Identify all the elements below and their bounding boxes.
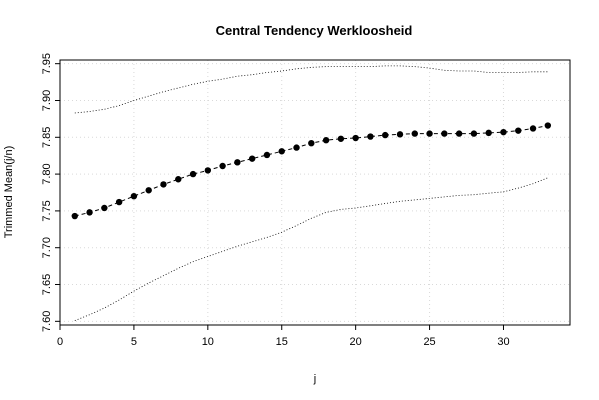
trimmed-mean-point	[529, 125, 537, 132]
series-layer	[71, 65, 552, 321]
trimmed-mean-point	[101, 204, 108, 212]
trimmed-mean-point	[396, 131, 404, 138]
upper-bound-line	[74, 65, 548, 114]
trimmed-mean-point	[455, 130, 463, 137]
y-tick-label: 7.60	[41, 311, 53, 332]
trimmed-mean-point	[441, 130, 448, 137]
trimmed-mean-point	[485, 129, 492, 137]
x-tick-label: 10	[202, 336, 214, 348]
trimmed-mean-point	[71, 212, 78, 220]
x-tick-label: 25	[423, 336, 435, 348]
trimmed-mean-point	[130, 192, 138, 200]
x-tick-label: 30	[497, 336, 509, 348]
trimmed-mean-point	[248, 155, 256, 162]
trimmed-mean-point	[115, 198, 123, 206]
x-tick-label: 5	[131, 336, 137, 348]
trimmed-mean-point	[278, 148, 285, 155]
trimmed-mean-point	[263, 151, 271, 159]
y-tick-label: 7.85	[41, 127, 53, 148]
trimmed-mean-point	[337, 135, 345, 142]
grid	[59, 60, 570, 325]
trimmed-mean-point	[411, 130, 418, 137]
x-axis-label: j	[313, 373, 316, 385]
y-axis-label: Trimmed Mean(j/n)	[3, 146, 15, 239]
plot-frame	[59, 59, 571, 326]
x-tick-label: 20	[350, 336, 362, 348]
trimmed-mean-point	[470, 130, 478, 137]
trimmed-mean-point	[352, 134, 359, 142]
x-axis: 0 5 10 15 20 25 30	[57, 325, 510, 348]
trimmed-mean-point	[293, 144, 300, 151]
y-tick-label: 7.70	[41, 237, 53, 258]
trimmed-mean-point	[219, 162, 226, 170]
trimmed-mean-point	[86, 209, 93, 216]
trimmed-mean-point	[175, 176, 182, 183]
trimmed-mean-point	[382, 131, 389, 139]
trimmed-mean-line	[74, 125, 548, 217]
lower-bound-line	[74, 177, 548, 321]
x-tick-label: 0	[57, 336, 63, 348]
trimmed-mean-point	[234, 159, 241, 166]
trimmed-mean-point	[204, 167, 212, 174]
y-tick-label: 7.75	[41, 200, 53, 221]
y-tick-label: 7.95	[41, 53, 53, 74]
trimmed-mean-point	[515, 127, 522, 134]
y-tick-label: 7.90	[41, 90, 53, 111]
chart-title: Central Tendency Werkloosheid	[216, 23, 413, 38]
trimmed-mean-point	[189, 170, 197, 178]
trimmed-mean-point	[367, 133, 374, 140]
y-axis: 7.60 7.65 7.70 7.75 7.80 7.85 7.90 7.95	[41, 53, 60, 332]
trimmed-mean-point	[308, 139, 315, 147]
trimmed-mean-point	[145, 187, 152, 194]
trimmed-mean-point	[544, 122, 552, 129]
x-tick-label: 15	[276, 336, 288, 348]
y-tick-label: 7.65	[41, 274, 53, 295]
y-tick-label: 7.80	[41, 163, 53, 184]
trimmed-mean-point	[322, 137, 330, 144]
trimmed-mean-point	[500, 128, 507, 136]
trimmed-mean-point	[160, 181, 167, 188]
trimmed-mean-point	[426, 130, 433, 137]
